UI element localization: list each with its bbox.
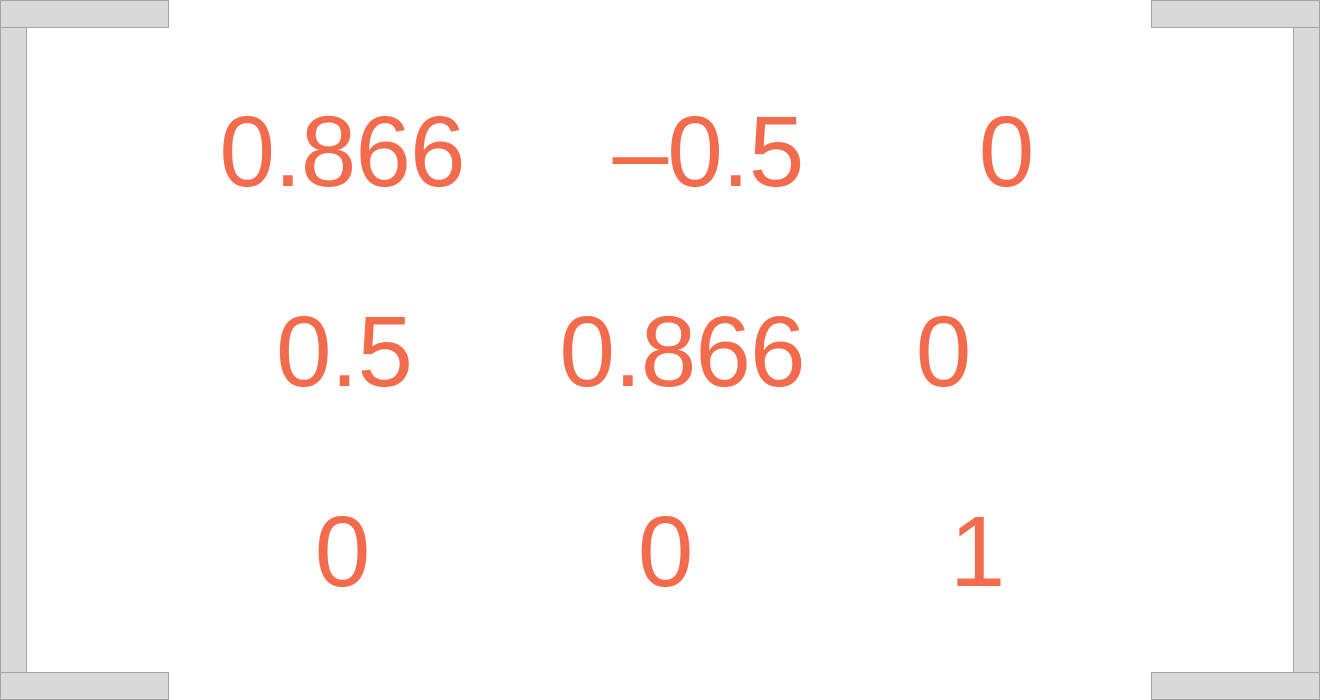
matrix-entry-r2-c2: 0.866 <box>559 296 805 408</box>
matrix-entry-r2-c1: 0.5 <box>275 296 413 408</box>
right-bracket-top-serif <box>1151 0 1320 28</box>
matrix-entry-r2-c3: 0 <box>915 296 972 408</box>
right-bracket-joint-top <box>1294 1 1319 27</box>
left-bracket-stem <box>0 0 27 700</box>
matrix-entry-r3-c1: 0 <box>314 496 371 608</box>
left-bracket-joint-top <box>1 1 26 27</box>
right-bracket-bottom-serif <box>1151 672 1320 700</box>
right-bracket-joint-bottom <box>1294 673 1319 699</box>
matrix-entry-r3-c3: 1 <box>949 496 1006 608</box>
left-bracket-bottom-serif <box>0 672 169 700</box>
matrix-entry-r3-c2: 0 <box>637 496 694 608</box>
matrix-entry-r1-c3: 0 <box>978 96 1035 208</box>
matrix-entry-r1-c1: 0.866 <box>219 96 465 208</box>
left-bracket-joint-bottom <box>1 673 26 699</box>
matrix-entry-r1-c2: –0.5 <box>612 96 805 208</box>
right-bracket-stem <box>1293 0 1320 700</box>
left-bracket-top-serif <box>0 0 169 28</box>
